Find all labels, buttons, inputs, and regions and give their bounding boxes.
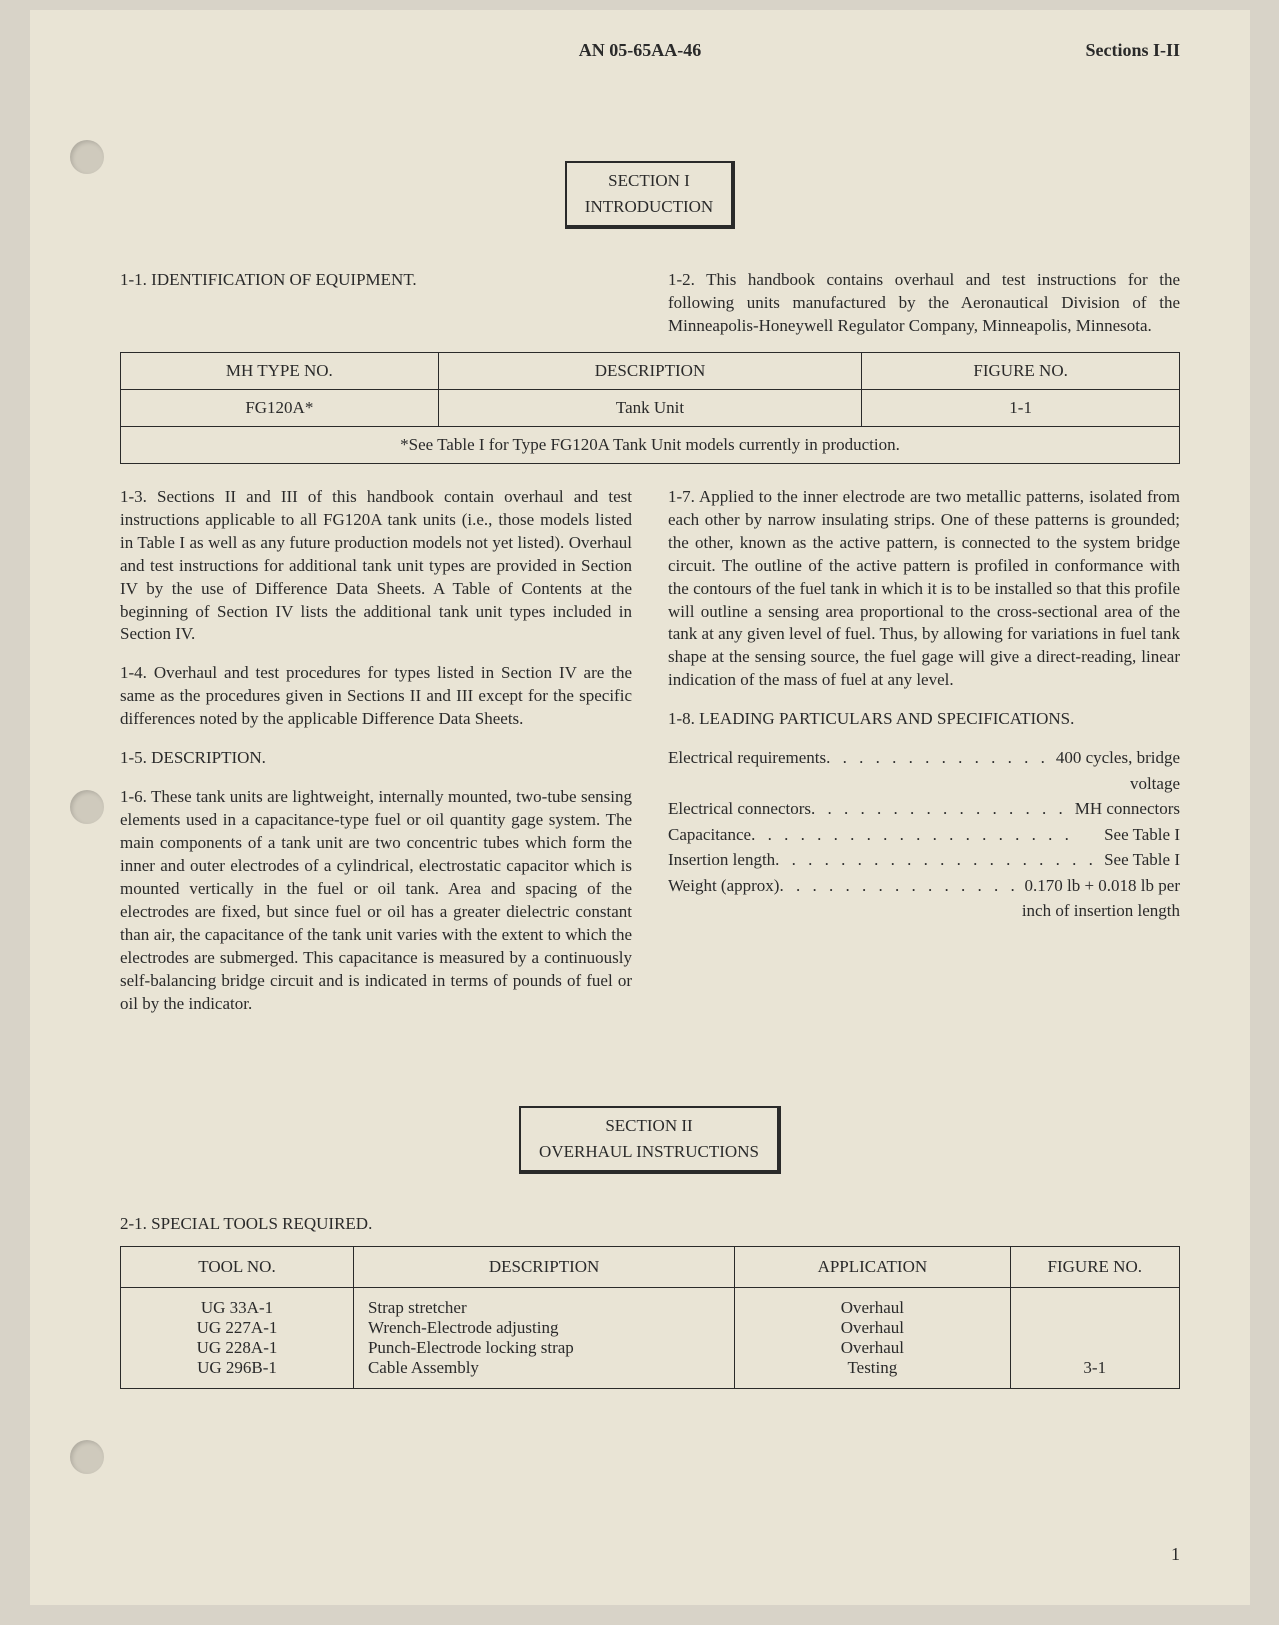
para-1-8-heading: 1-8. LEADING PARTICULARS AND SPECIFICATI… — [668, 708, 1180, 731]
cell-description: Tank Unit — [438, 389, 862, 426]
page-number: 1 — [1171, 1544, 1180, 1565]
col-application: APPLICATION — [735, 1246, 1010, 1287]
spec-weight: Weight (approx) . . . . . . . . . . . . … — [668, 873, 1180, 899]
punch-hole — [70, 140, 104, 174]
para-2-1-heading: 2-1. SPECIAL TOOLS REQUIRED. — [120, 1214, 1180, 1234]
para-1-3: 1-3. Sections II and III of this handboo… — [120, 486, 632, 647]
spec-electrical-req-cont: voltage — [668, 771, 1180, 797]
tools-table: TOOL NO. DESCRIPTION APPLICATION FIGURE … — [120, 1246, 1180, 1389]
punch-hole — [70, 1440, 104, 1474]
tool-fig-cell: 3-1 — [1010, 1287, 1179, 1388]
table-header-row: MH TYPE NO. DESCRIPTION FIGURE NO. — [121, 352, 1180, 389]
section-1-title-box: SECTION I INTRODUCTION — [565, 161, 735, 229]
tool-app-cell: Overhaul Overhaul Overhaul Testing — [735, 1287, 1010, 1388]
table-row: FG120A* Tank Unit 1-1 — [121, 389, 1180, 426]
para-1-1-heading: 1-1. IDENTIFICATION OF EQUIPMENT. — [120, 269, 632, 292]
col-description: DESCRIPTION — [353, 1246, 734, 1287]
col-figure-no: FIGURE NO. — [1010, 1246, 1179, 1287]
para-1-7: 1-7. Applied to the inner electrode are … — [668, 486, 1180, 692]
tool-no-cell: UG 33A-1 UG 227A-1 UG 228A-1 UG 296B-1 — [121, 1287, 354, 1388]
spec-electrical-req: Electrical requirements . . . . . . . . … — [668, 745, 1180, 771]
specifications-list: Electrical requirements . . . . . . . . … — [668, 745, 1180, 924]
section-1-title: INTRODUCTION — [585, 197, 713, 217]
col-figure-no: FIGURE NO. — [862, 352, 1180, 389]
equipment-table: MH TYPE NO. DESCRIPTION FIGURE NO. FG120… — [120, 352, 1180, 464]
para-1-6: 1-6. These tank units are lightweight, i… — [120, 786, 632, 1015]
section-2-title-box-wrap: SECTION II OVERHAUL INSTRUCTIONS — [120, 1106, 1180, 1174]
spec-weight-cont: inch of insertion length — [668, 898, 1180, 924]
section-2-title: OVERHAUL INSTRUCTIONS — [539, 1142, 759, 1162]
spec-capacitance: Capacitance . . . . . . . . . . . . . . … — [668, 822, 1180, 848]
spec-insertion-length: Insertion length . . . . . . . . . . . .… — [668, 847, 1180, 873]
table-footnote-row: *See Table I for Type FG120A Tank Unit m… — [121, 426, 1180, 463]
section-2-title-box: SECTION II OVERHAUL INSTRUCTIONS — [519, 1106, 781, 1174]
table-footnote: *See Table I for Type FG120A Tank Unit m… — [121, 426, 1180, 463]
table-body-row: UG 33A-1 UG 227A-1 UG 228A-1 UG 296B-1 S… — [121, 1287, 1180, 1388]
cell-type-no: FG120A* — [121, 389, 439, 426]
cell-figure-no: 1-1 — [862, 389, 1180, 426]
table-header-row: TOOL NO. DESCRIPTION APPLICATION FIGURE … — [121, 1246, 1180, 1287]
col-mh-type: MH TYPE NO. — [121, 352, 439, 389]
para-1-5-heading: 1-5. DESCRIPTION. — [120, 747, 632, 770]
doc-number: AN 05-65AA-46 — [579, 40, 701, 61]
intro-columns-body: 1-3. Sections II and III of this handboo… — [120, 486, 1180, 1016]
para-1-8-block: 1-8. LEADING PARTICULARS AND SPECIFICATI… — [668, 708, 1180, 923]
section-2-number: SECTION II — [539, 1116, 759, 1136]
document-page: AN 05-65AA-46 Sections I-II SECTION I IN… — [30, 10, 1250, 1605]
para-1-4: 1-4. Overhaul and test procedures for ty… — [120, 662, 632, 731]
section-1-number: SECTION I — [585, 171, 713, 191]
punch-hole — [70, 790, 104, 824]
para-1-2: 1-2. This handbook contains overhaul and… — [668, 269, 1180, 338]
section-indicator: Sections I-II — [1085, 40, 1180, 61]
intro-columns-top: 1-1. IDENTIFICATION OF EQUIPMENT. 1-2. T… — [120, 269, 1180, 338]
tool-desc-cell: Strap stretcher Wrench-Electrode adjusti… — [353, 1287, 734, 1388]
col-tool-no: TOOL NO. — [121, 1246, 354, 1287]
col-description: DESCRIPTION — [438, 352, 862, 389]
spec-connectors: Electrical connectors . . . . . . . . . … — [668, 796, 1180, 822]
page-header: AN 05-65AA-46 Sections I-II — [120, 40, 1180, 61]
section-1-title-box-wrap: SECTION I INTRODUCTION — [120, 161, 1180, 229]
